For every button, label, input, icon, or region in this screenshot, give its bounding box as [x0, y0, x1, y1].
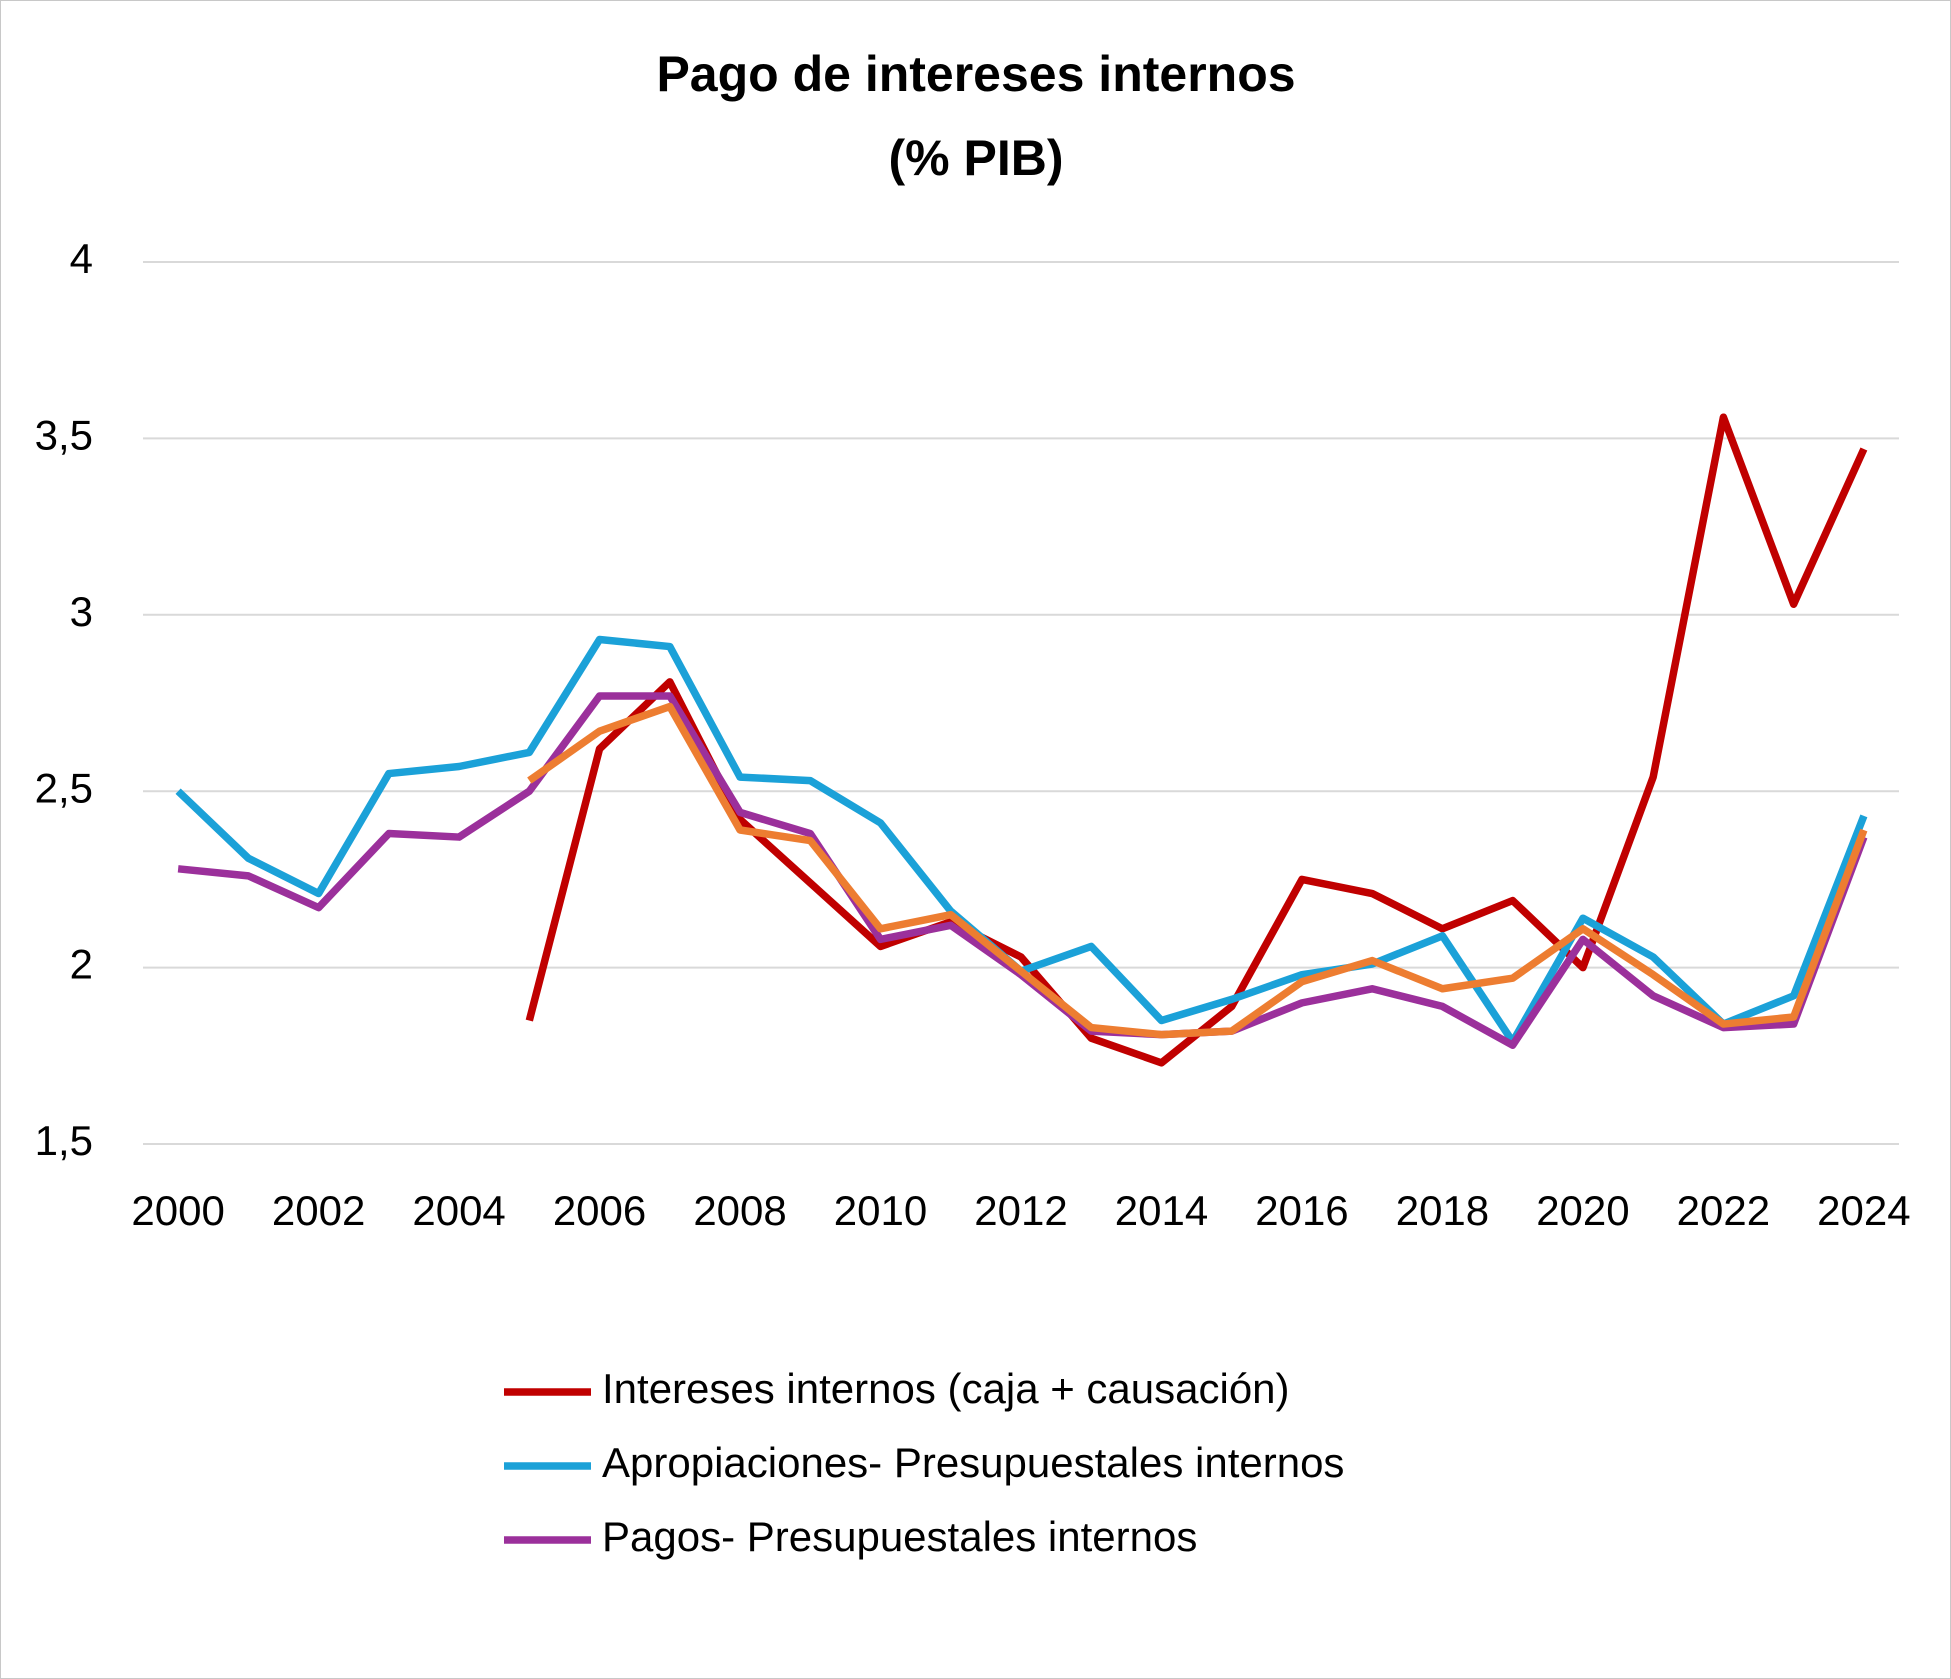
- chart-title: Pago de intereses internos: [656, 46, 1295, 102]
- x-tick-label: 2008: [693, 1187, 786, 1234]
- y-tick-label: 2,5: [35, 764, 93, 811]
- y-tick-label: 4: [70, 235, 93, 282]
- x-tick-label: 2018: [1396, 1187, 1489, 1234]
- y-tick-label: 3,5: [35, 411, 93, 458]
- x-tick-label: 2006: [553, 1187, 646, 1234]
- y-tick-label: 1,5: [35, 1117, 93, 1164]
- chart-subtitle: (% PIB): [889, 130, 1064, 186]
- legend-label: Intereses internos (caja + causación): [602, 1365, 1290, 1412]
- x-tick-label: 2002: [272, 1187, 365, 1234]
- x-tick-label: 2010: [834, 1187, 927, 1234]
- x-tick-label: 2012: [974, 1187, 1067, 1234]
- y-tick-label: 2: [70, 941, 93, 988]
- x-tick-label: 2014: [1115, 1187, 1208, 1234]
- x-tick-label: 2016: [1255, 1187, 1348, 1234]
- x-tick-label: 2000: [131, 1187, 224, 1234]
- x-tick-label: 2020: [1536, 1187, 1629, 1234]
- x-tick-label: 2022: [1677, 1187, 1770, 1234]
- series-line: [527, 702, 1868, 1039]
- legend-label: Pagos- Presupuestales internos: [602, 1513, 1197, 1560]
- y-tick-label: 3: [70, 588, 93, 635]
- x-tick-label: 2004: [412, 1187, 505, 1234]
- x-tick-label: 2024: [1817, 1187, 1910, 1234]
- legend-label: Apropiaciones- Presupuestales internos: [602, 1439, 1344, 1486]
